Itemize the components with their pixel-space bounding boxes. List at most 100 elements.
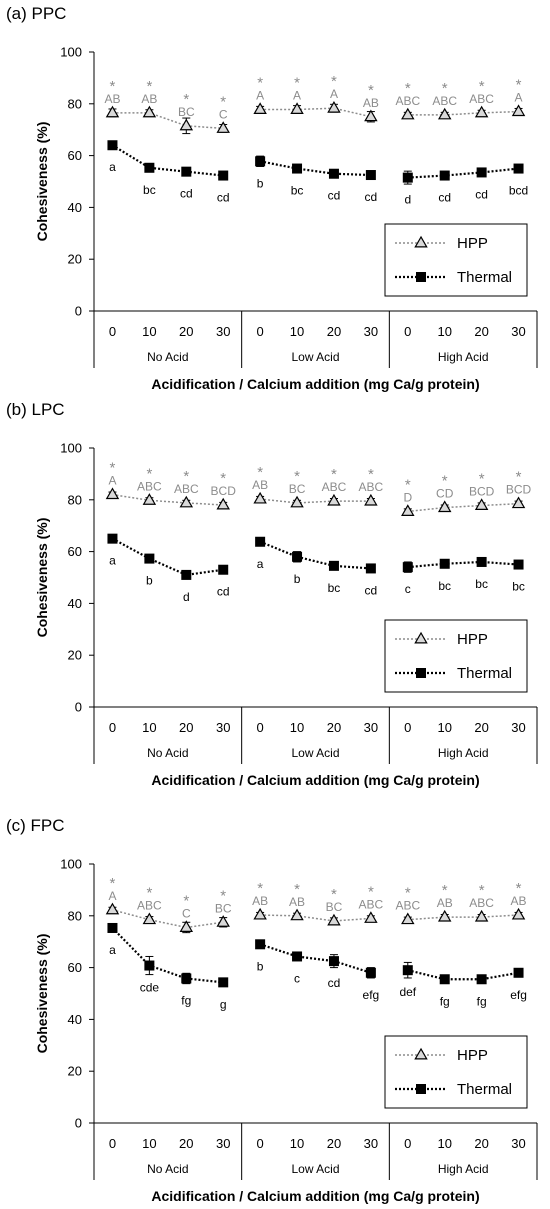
hpp-letter-label: A	[108, 474, 116, 488]
significance-asterisk: *	[442, 882, 448, 899]
hpp-point	[437, 500, 452, 513]
x-tick-label: 0	[257, 1136, 264, 1151]
thermal-letter-label: b	[257, 176, 264, 190]
legend-label: HPP	[457, 235, 488, 252]
legend-box	[384, 619, 528, 693]
thermal-letter-label: def	[399, 985, 416, 999]
hpp-letter-label: AB	[511, 894, 527, 908]
hpp-letter-label: AB	[141, 92, 157, 106]
x-tick-label: 20	[327, 324, 341, 339]
thermal-letter-label: cd	[365, 583, 378, 597]
thermal-point	[255, 156, 266, 167]
group-label: No Acid	[147, 1162, 188, 1176]
hpp-letter-label: ABC	[137, 479, 162, 493]
hpp-letter-label: BC	[215, 901, 232, 915]
hpp-point	[327, 101, 341, 113]
legend-marker	[416, 272, 426, 282]
legend-marker	[414, 631, 428, 644]
hpp-series-line	[260, 107, 372, 118]
thermal-series-line	[111, 537, 224, 577]
x-tick-label: 0	[257, 720, 264, 735]
thermal-point	[292, 163, 303, 174]
thermal-point	[107, 922, 118, 933]
x-tick-label: 0	[109, 1136, 116, 1151]
thermal-letter-label: a	[109, 554, 116, 568]
group-label: Low Acid	[291, 1162, 339, 1176]
hpp-point	[364, 109, 378, 122]
thermal-letter-label: cd	[365, 190, 378, 204]
legend-marker	[416, 1084, 426, 1094]
significance-asterisk: *	[479, 882, 485, 899]
panel-title: (b) LPC	[6, 400, 65, 419]
hpp-point	[401, 912, 415, 925]
x-axis-label: Acidification / Calcium addition (mg Ca/…	[151, 772, 479, 788]
thermal-letter-label: efg	[363, 988, 380, 1002]
hpp-point	[216, 121, 230, 133]
hpp-point	[142, 493, 157, 505]
thermal-letter-label: g	[220, 997, 227, 1011]
y-axis-label: Cohesiveness (%)	[34, 518, 50, 638]
x-tick-label: 0	[109, 324, 116, 339]
significance-asterisk: *	[146, 465, 152, 482]
significance-asterisk: *	[294, 881, 300, 898]
significance-asterisk: *	[146, 78, 152, 95]
x-tick-label: 10	[142, 324, 156, 339]
thermal-letter-label: a	[109, 160, 116, 174]
thermal-point	[144, 553, 155, 564]
thermal-series-line	[259, 540, 371, 570]
x-tick-label: 10	[437, 324, 451, 339]
legend-label: Thermal	[457, 665, 512, 682]
thermal-letter-label: bc	[512, 580, 525, 594]
hpp-point	[105, 902, 120, 915]
thermal-point	[402, 965, 413, 976]
group-label: High Acid	[438, 1162, 489, 1176]
hpp-point	[290, 102, 304, 114]
significance-asterisk: *	[146, 885, 152, 902]
x-tick-label: 0	[404, 720, 411, 735]
thermal-letter-label: b	[146, 574, 153, 588]
hpp-point	[216, 915, 230, 927]
thermal-point	[255, 939, 266, 950]
thermal-point	[144, 162, 155, 173]
hpp-point	[474, 498, 489, 510]
x-tick-label: 30	[511, 720, 525, 735]
hpp-letter-label: C	[219, 107, 228, 121]
x-tick-label: 0	[404, 324, 411, 339]
y-tick-label: 40	[68, 596, 82, 611]
thermal-letter-label: bc	[328, 581, 341, 595]
y-tick-label: 0	[75, 700, 82, 715]
y-tick-label: 100	[60, 857, 82, 872]
x-tick-label: 20	[179, 1136, 193, 1151]
significance-asterisk: *	[220, 887, 226, 904]
thermal-letter-label: efg	[510, 988, 527, 1002]
y-tick-label: 60	[68, 960, 82, 975]
hpp-series-line	[260, 498, 371, 504]
thermal-letter-label: bcd	[509, 184, 528, 198]
hpp-point	[364, 911, 378, 923]
significance-asterisk: *	[110, 78, 116, 95]
group-label: Low Acid	[291, 746, 339, 760]
hpp-letter-label: ABC	[359, 897, 384, 911]
x-tick-label: 10	[290, 1136, 304, 1151]
x-tick-label: 20	[474, 1136, 488, 1151]
x-tick-label: 10	[437, 1136, 451, 1151]
thermal-point	[476, 556, 487, 567]
thermal-letter-label: bc	[475, 577, 488, 591]
x-tick-label: 30	[364, 1136, 378, 1151]
thermal-letter-label: a	[257, 557, 264, 571]
thermal-letter-label: c	[405, 582, 411, 596]
significance-asterisk: *	[405, 476, 411, 493]
thermal-series-line	[111, 144, 224, 177]
hpp-series-line	[112, 112, 224, 130]
hpp-series-line	[112, 909, 224, 929]
thermal-letter-label: fg	[181, 993, 191, 1007]
thermal-letter-label: b	[257, 959, 264, 973]
hpp-letter-label: AB	[104, 92, 120, 106]
thermal-point	[328, 168, 339, 179]
y-tick-label: 20	[68, 252, 82, 267]
hpp-letter-label: ABC	[322, 480, 347, 494]
hpp-point	[179, 920, 194, 932]
hpp-point	[511, 907, 526, 920]
panel-title: (c) FPC	[6, 816, 65, 835]
legend-box	[384, 1035, 528, 1109]
